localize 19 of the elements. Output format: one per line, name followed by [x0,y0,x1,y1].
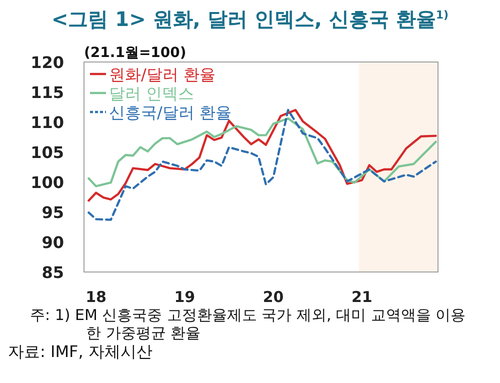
legend-label: 신흥국/달러 환율 [109,103,232,122]
x-tick-label: 19 [174,288,196,306]
y-tick-label: 120 [30,53,64,72]
x-tick-label: 21 [351,288,372,306]
legend-label: 원화/달러 환율 [109,65,216,84]
y-tick-label: 105 [30,143,64,162]
x-tick-label: 20 [262,288,284,306]
y-tick-label: 115 [30,83,64,102]
y-tick-label: 110 [30,113,64,132]
chart-subtitle: (21.1월=100) [84,45,186,61]
text: 자료: IMF, 자체시산 [8,342,154,361]
y-tick-label: 95 [42,203,64,222]
y-tick-label: 100 [30,173,64,192]
x-tick-label: 18 [86,288,106,306]
text: 주: 1) EM 신흥국중 고정환율제도 국가 제외, 대미 교역액을 이용한 가중평균 환율 [30,306,467,342]
y-tick-label: 85 [42,263,64,282]
y-tick-label: 90 [42,233,64,252]
chart-title: <그림 1> 원화, 달러 인덱스, 신흥국 환율$^{1)}$ [50,6,450,33]
legend-label: 달러 인덱스 [109,84,194,103]
